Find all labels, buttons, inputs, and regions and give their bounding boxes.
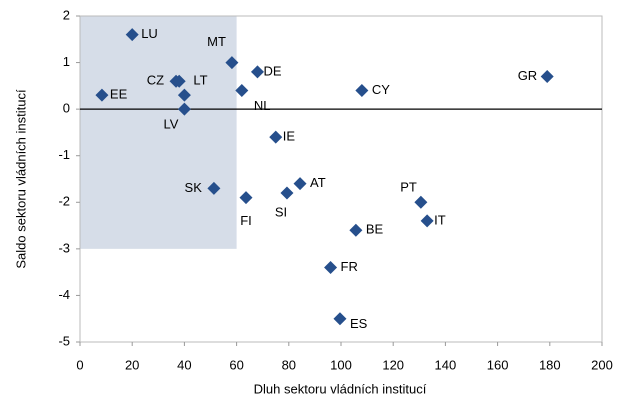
point-label: PT [400,180,417,195]
point-label: LT [193,73,207,88]
x-tick-label: 60 [229,357,243,372]
point-label: BE [366,222,384,237]
point [333,312,347,326]
point [172,74,186,88]
point [280,186,294,200]
point-label: GR [518,68,538,83]
point [414,195,428,209]
x-tick-label: 180 [539,357,561,372]
point-label: CZ [147,73,164,88]
point [349,223,363,237]
y-tick-label: -4 [58,287,70,302]
point [125,28,139,42]
y-tick-label: -1 [58,147,70,162]
point-label: CY [372,82,390,97]
x-tick-label: 0 [76,357,83,372]
y-tick-label: -3 [58,240,70,255]
point [207,181,221,195]
point-label: SK [185,180,203,195]
x-tick-label: 100 [330,357,352,372]
point-label: ES [350,316,368,331]
x-tick-label: 80 [282,357,296,372]
y-tick-label: 2 [63,7,70,22]
point-label: LV [163,117,178,132]
x-tick-label: 160 [487,357,509,372]
shaded-region [80,16,237,249]
y-tick-label: 1 [63,54,70,69]
point-label: FR [341,259,358,274]
point [540,70,554,84]
x-tick-label: 20 [125,357,139,372]
point [293,177,307,191]
y-tick-label: -5 [58,333,70,348]
point-label: NL [254,98,271,113]
x-tick-label: 200 [591,357,613,372]
x-tick-label: 120 [382,357,404,372]
point-label: EE [110,87,128,102]
point-label: AT [310,175,326,190]
point [239,191,253,205]
point-label: SI [275,204,287,219]
point [324,260,338,274]
point [225,56,239,70]
point [420,214,434,228]
point-label: IT [434,212,446,227]
point [355,84,369,98]
point-label: MT [207,34,226,49]
point [177,102,191,116]
y-axis-label: Saldo sektoru vládních institucí [13,89,28,269]
point-label: IE [283,129,296,144]
x-axis-label: Dluh sektoru vládních institucí [254,381,427,396]
x-tick-label: 140 [435,357,457,372]
point [250,65,264,79]
point-label: LU [141,26,158,41]
point [177,88,191,102]
y-tick-label: 0 [63,101,70,116]
point [95,88,109,102]
x-tick-label: 40 [177,357,191,372]
point [269,130,283,144]
point [235,84,249,98]
point-label: DE [263,63,281,78]
y-tick-label: -2 [58,194,70,209]
point-label: FI [240,213,252,228]
